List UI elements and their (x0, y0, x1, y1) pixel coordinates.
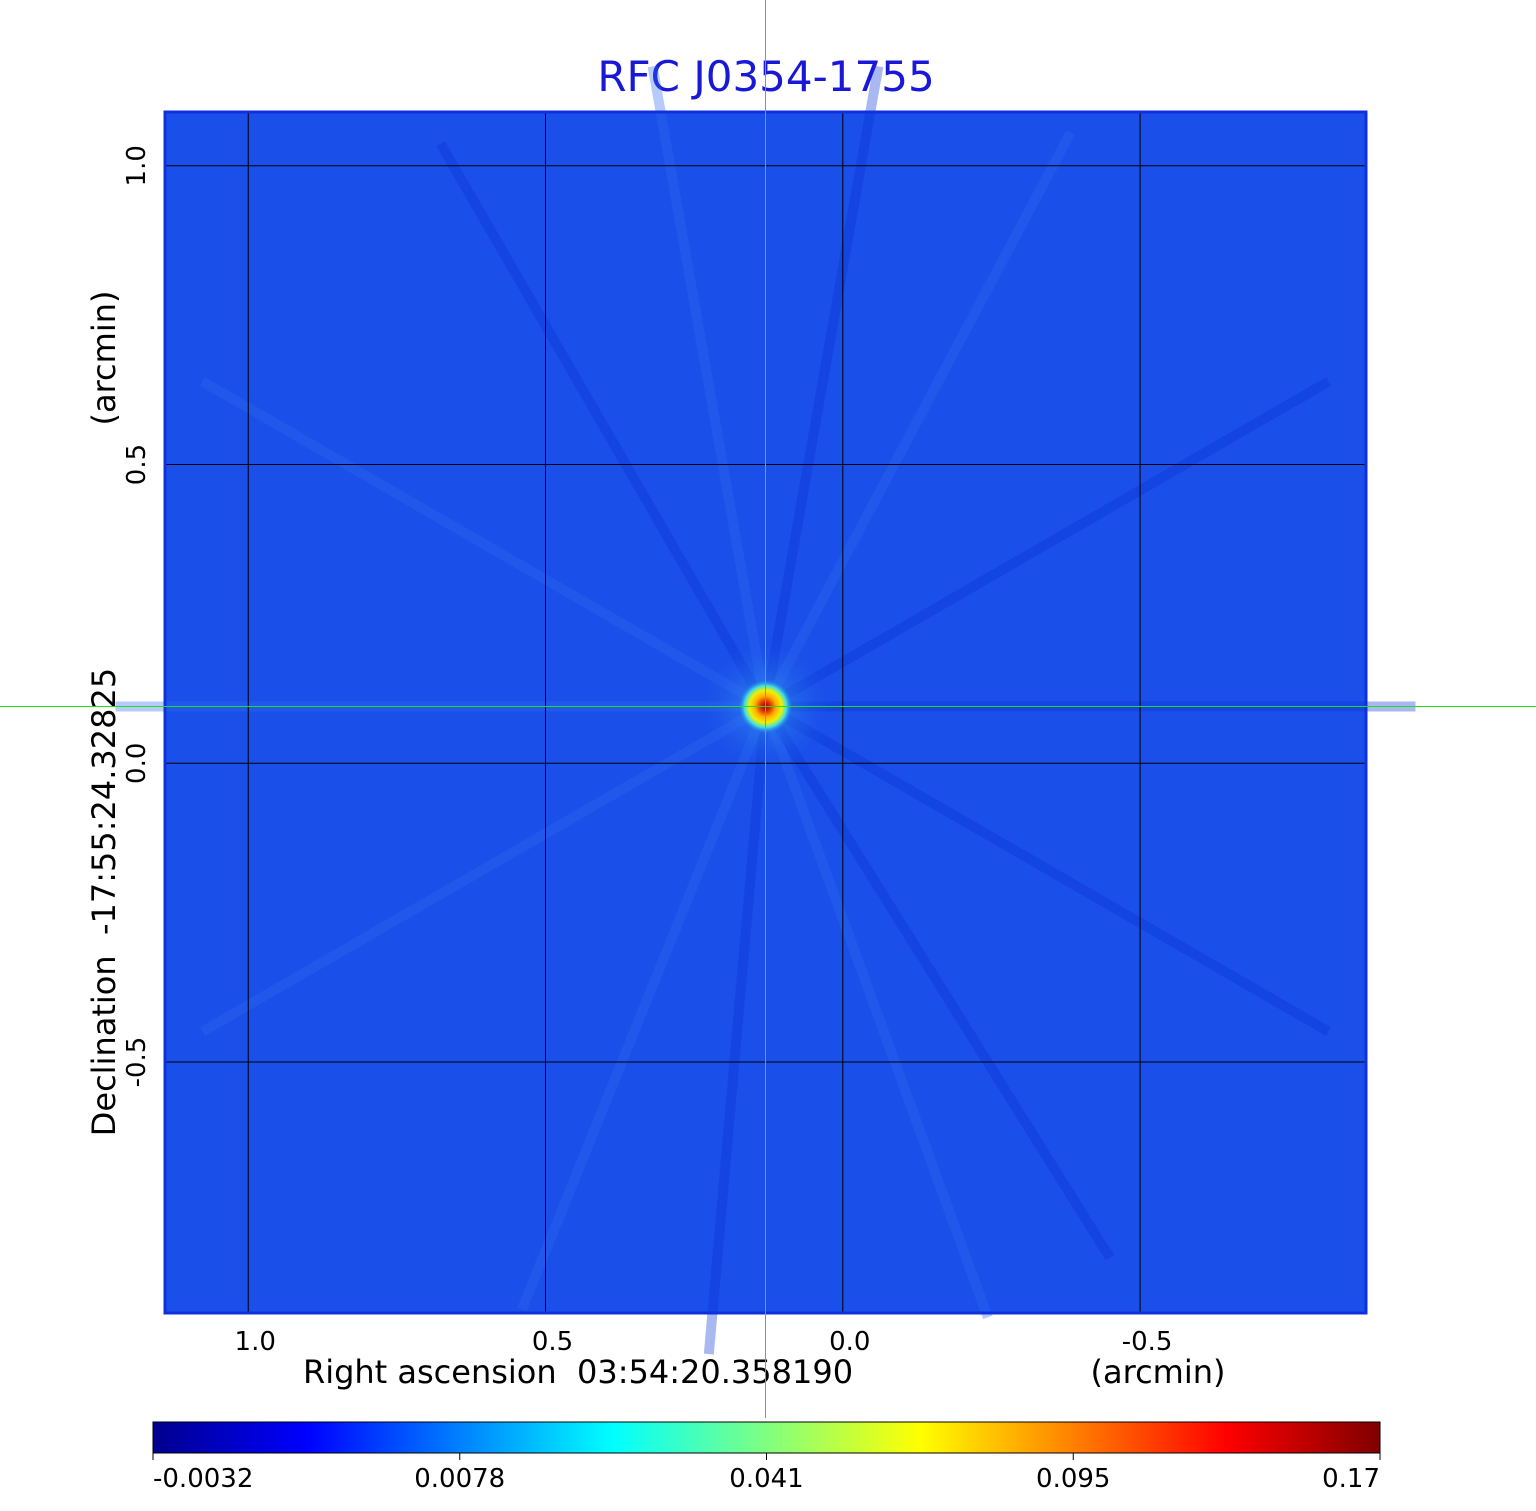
y-tick-label: 0.5 (122, 444, 152, 485)
colorbar: -0.0032 0.0078 0.041 0.095 0.17 (152, 1421, 1381, 1494)
sidelobe-spoke (436, 141, 770, 710)
x-tick-label: 0.0 (829, 1327, 870, 1357)
y-axis-label: Declination -17:55:24.32825 (85, 668, 123, 1136)
sidelobe-spokes (115, 65, 1416, 1355)
colorbar-scale (152, 1421, 1381, 1454)
colorbar-tick-label: 0.0078 (414, 1464, 505, 1494)
x-axis-label: Right ascension 03:54:20.358190 (303, 1353, 853, 1391)
sidelobe-spoke (760, 65, 884, 708)
x-tick-label: -0.5 (1122, 1327, 1173, 1357)
y-tick-label: 0.0 (122, 743, 152, 784)
sidelobe-spoke (703, 706, 771, 1355)
y-tick-label: -0.5 (122, 1037, 152, 1088)
x-tick-label: 0.5 (532, 1327, 573, 1357)
sidelobe-spoke (647, 65, 771, 708)
colorbar-tick-label: 0.17 (1322, 1464, 1380, 1494)
sidelobe-spoke (200, 377, 769, 711)
crosshair (0, 0, 1536, 1418)
sidelobe-spoke (200, 702, 768, 1036)
sidelobe-spoke (762, 702, 1331, 1036)
colorbar-ticks: -0.0032 0.0078 0.041 0.095 0.17 (152, 1453, 1381, 1494)
sidelobe-spoke (761, 130, 1076, 709)
colorbar-tick-label: 0.095 (1036, 1464, 1110, 1494)
y-axis-unit: (arcmin) (85, 291, 123, 426)
y-tick-label: 1.0 (122, 145, 152, 186)
sidelobe-spoke (761, 703, 1115, 1261)
x-axis-unit: (arcmin) (1091, 1353, 1226, 1391)
sidelobe-spoke (517, 704, 771, 1312)
x-tick-labels: 1.0 0.5 0.0 -0.5 (235, 1327, 1173, 1357)
x-tick-label: 1.0 (235, 1327, 276, 1357)
sidelobe-spoke (760, 704, 993, 1320)
colorbar-tick-label: 0.041 (729, 1464, 803, 1494)
y-tick-labels: 1.0 0.5 0.0 -0.5 (122, 145, 152, 1087)
colorbar-tick-label: -0.0032 (153, 1464, 253, 1494)
sidelobe-spoke (762, 377, 1331, 711)
